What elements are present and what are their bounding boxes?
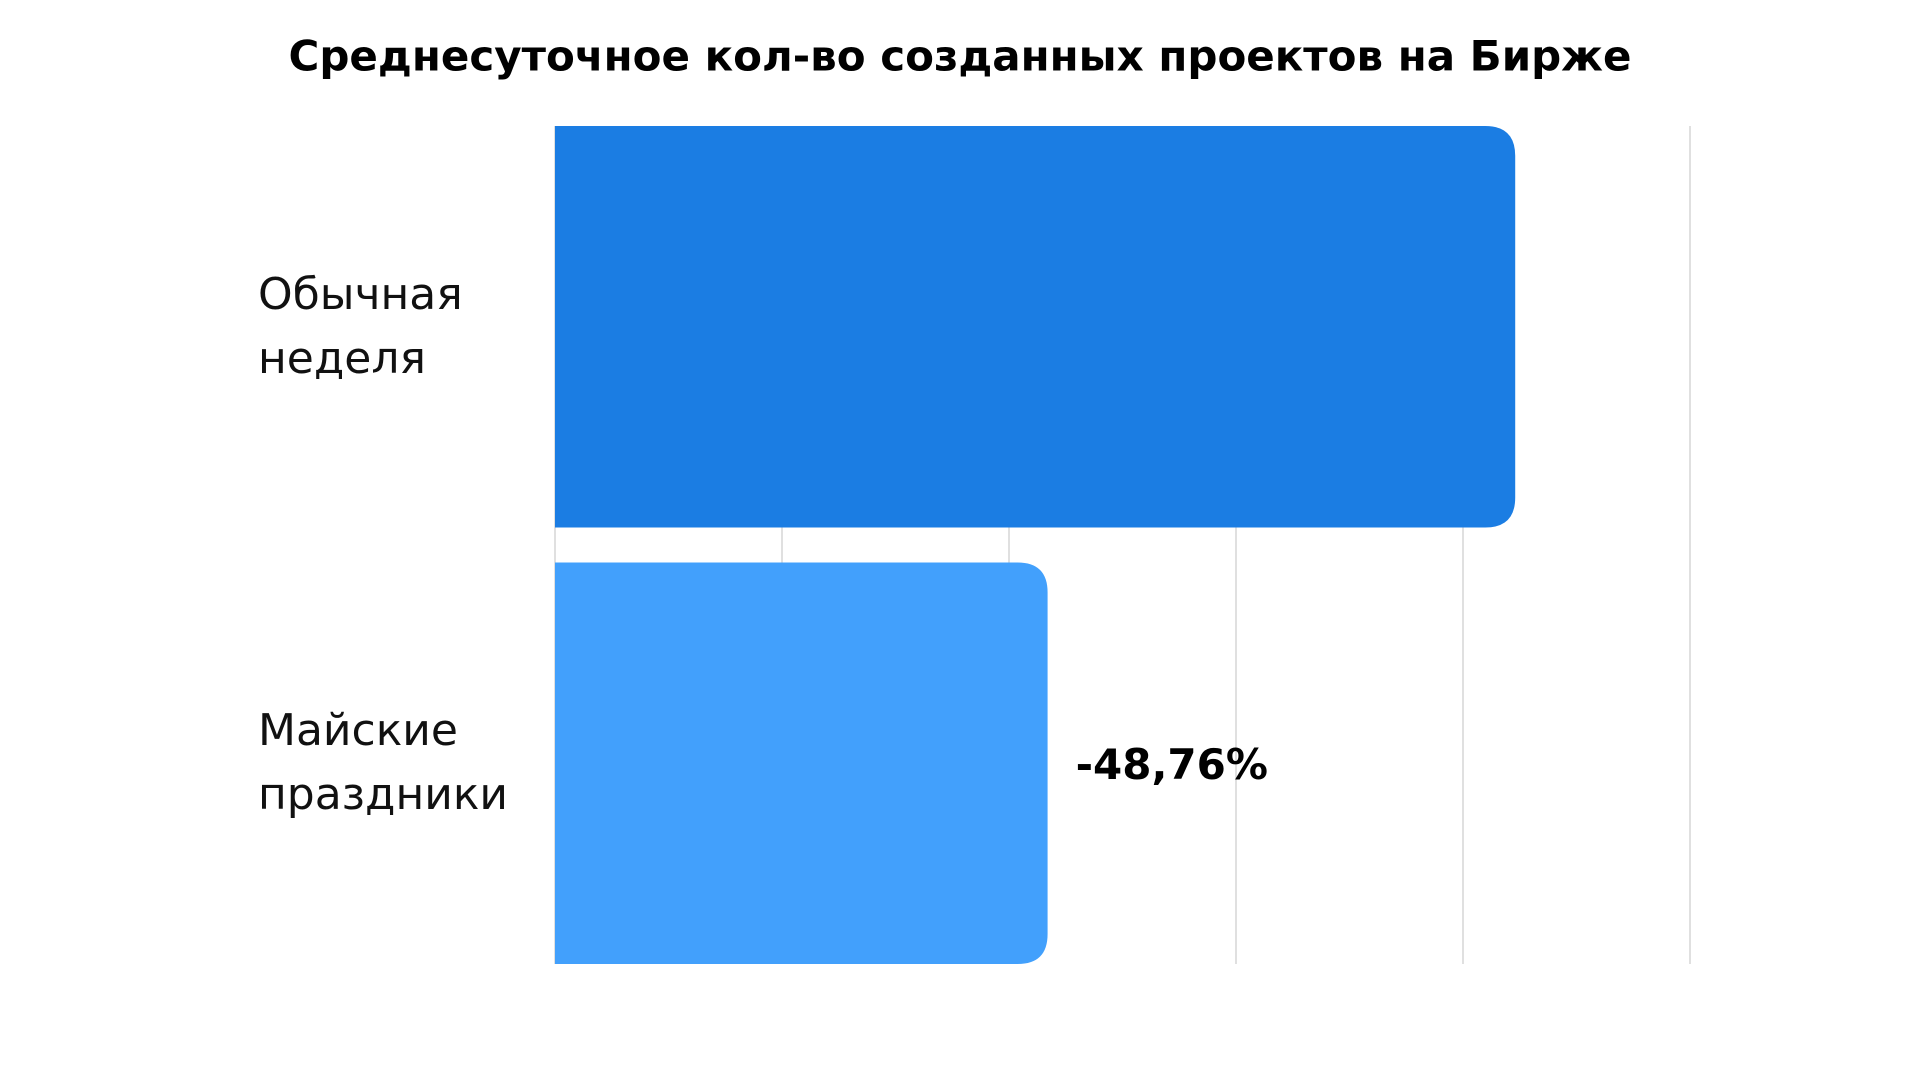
bar — [555, 562, 1048, 964]
category-label: Майские праздники — [258, 705, 509, 821]
annotation: -48,76% — [1076, 740, 1268, 789]
bar — [555, 126, 1516, 528]
chart-title: Среднесуточное кол-во созданных проектов… — [289, 32, 1632, 81]
category-label: Обычная неделя — [258, 268, 463, 384]
